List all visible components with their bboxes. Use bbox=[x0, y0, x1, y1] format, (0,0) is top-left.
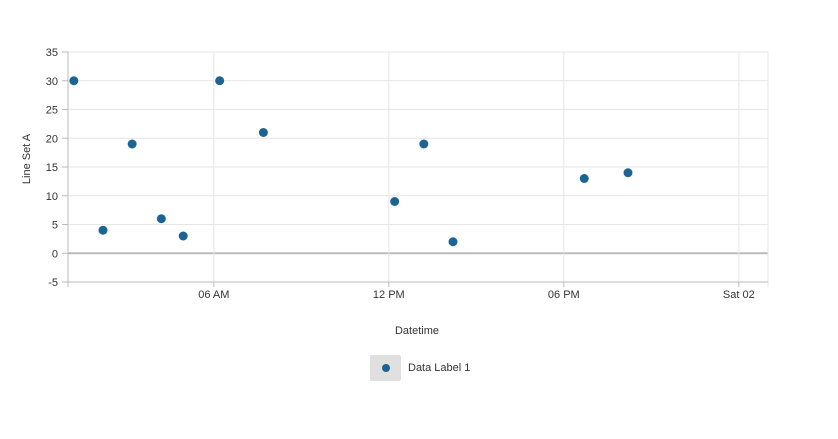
data-point[interactable] bbox=[624, 168, 633, 177]
data-point[interactable] bbox=[580, 174, 589, 183]
data-point[interactable] bbox=[419, 140, 428, 149]
x-tick-label: 06 AM bbox=[198, 289, 229, 301]
data-point[interactable] bbox=[179, 232, 188, 241]
data-points bbox=[69, 76, 632, 246]
x-tick-label: 06 PM bbox=[548, 289, 580, 301]
data-point[interactable] bbox=[215, 76, 224, 85]
data-point[interactable] bbox=[259, 128, 268, 137]
x-tick-label: Sat 02 bbox=[723, 289, 755, 301]
x-tick-label: 12 PM bbox=[373, 289, 405, 301]
x-axis-title: Datetime bbox=[395, 325, 439, 337]
legend[interactable]: Data Label 1 bbox=[370, 355, 470, 381]
data-point[interactable] bbox=[390, 197, 399, 206]
y-tick-label: -5 bbox=[48, 277, 58, 289]
data-point[interactable] bbox=[99, 226, 108, 235]
legend-marker bbox=[382, 364, 390, 372]
data-point[interactable] bbox=[69, 76, 78, 85]
legend-swatch[interactable] bbox=[370, 355, 401, 381]
y-tick-label: 35 bbox=[46, 47, 58, 59]
axes: -5 0 5 10 15 20 25 30 35 06 AM 12 PM 06 PM Sat 02 bbox=[46, 47, 768, 301]
y-tick-label: 5 bbox=[52, 220, 58, 232]
y-tick-label: 20 bbox=[46, 133, 58, 145]
y-tick-label: 30 bbox=[46, 76, 58, 88]
legend-label: Data Label 1 bbox=[408, 362, 470, 374]
y-tick-label: 10 bbox=[46, 191, 58, 203]
y-tick-label: 0 bbox=[52, 248, 58, 260]
data-point[interactable] bbox=[449, 237, 458, 246]
data-point[interactable] bbox=[128, 140, 137, 149]
y-tick-label: 25 bbox=[46, 105, 58, 117]
y-tick-label: 15 bbox=[46, 162, 58, 174]
data-point[interactable] bbox=[157, 214, 166, 223]
grid bbox=[68, 52, 768, 287]
y-axis-title: Line Set A bbox=[21, 133, 33, 184]
